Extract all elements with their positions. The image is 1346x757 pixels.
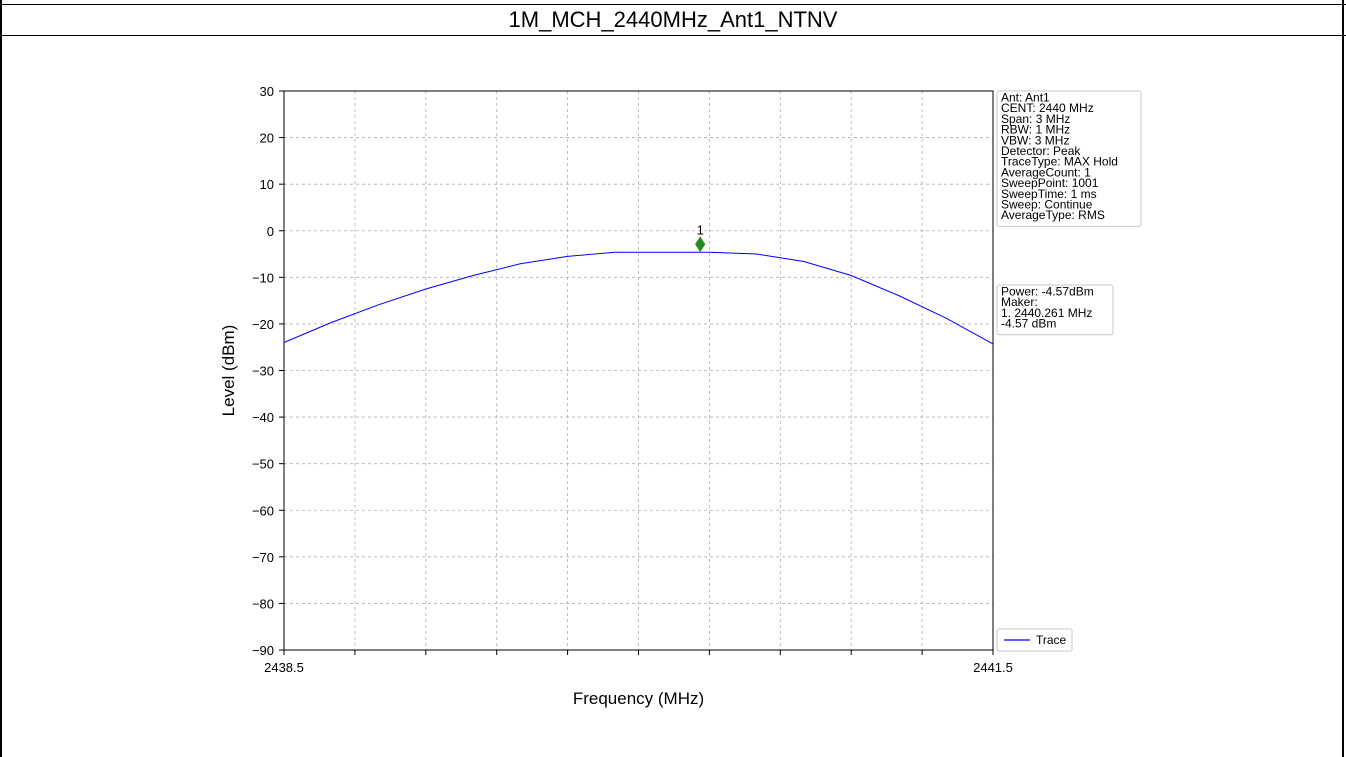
- top-border: [0, 4, 1346, 5]
- marker-label: 1: [697, 222, 704, 237]
- trace-line: [283, 251, 994, 345]
- result-info-line: Maker:: [1001, 295, 1038, 309]
- result-info-frame: [996, 284, 1114, 336]
- settings-info-line: Span: 3 MHz: [1001, 112, 1070, 126]
- title-divider: [0, 35, 1346, 36]
- settings-info-line: Ant: Ant1: [1001, 91, 1050, 105]
- legend-frame: [996, 628, 1073, 652]
- y-tick-label: 10: [260, 177, 274, 192]
- settings-info-line: Detector: Peak: [1001, 144, 1081, 158]
- y-tick-label: 0: [267, 224, 274, 239]
- marker-group: 1: [695, 222, 706, 253]
- y-tick-label: −40: [252, 410, 274, 425]
- y-tick-label: −60: [252, 503, 274, 518]
- settings-info-line: Sweep: Continue: [1001, 198, 1093, 212]
- settings-info-line: SweepPoint: 1001: [1001, 176, 1099, 190]
- x-axis-label: Frequency (MHz): [573, 689, 704, 708]
- y-tick-label: −50: [252, 457, 274, 472]
- y-tick-label: −30: [252, 364, 274, 379]
- settings-info-line: VBW: 3 MHz: [1001, 133, 1069, 147]
- grid-lines: [284, 91, 993, 650]
- settings-info-line: TraceType: MAX Hold: [1001, 155, 1118, 169]
- result-info-line: Power: -4.57dBm: [1001, 285, 1094, 299]
- series-group: [283, 251, 994, 345]
- settings-info-line: CENT: 2440 MHz: [1001, 101, 1094, 115]
- settings-info-frame: [996, 90, 1142, 227]
- y-tick-label: 20: [260, 131, 274, 146]
- y-tick-label: −20: [252, 317, 274, 332]
- settings-info-line: AverageCount: 1: [1001, 165, 1091, 179]
- marker-diamond: [695, 236, 706, 253]
- result-info-line: -4.57 dBm: [1001, 317, 1056, 331]
- settings-info-line: AverageType: RMS: [1001, 208, 1105, 222]
- y-tick-label: −90: [252, 643, 274, 658]
- settings-info-line: SweepTime: 1 ms: [1001, 187, 1097, 201]
- y-axis: 30 20 10 0 −10 −20 −30 −40 −50 −60 −70 −80 −90: [252, 84, 284, 658]
- y-tick-label: 30: [260, 84, 274, 99]
- y-axis-label: Level (dBm): [219, 325, 238, 417]
- result-info-line: 1. 2440.261 MHz: [1001, 306, 1092, 320]
- y-tick-label: −70: [252, 550, 274, 565]
- legend: Trace: [996, 628, 1073, 652]
- y-tick-label: −80: [252, 596, 274, 611]
- legend-label: Trace: [1036, 633, 1067, 647]
- x-tick-label: 2441.5: [973, 660, 1013, 675]
- settings-info-line: RBW: 1 MHz: [1001, 123, 1070, 137]
- chart-title: 1M_MCH_2440MHz_Ant1_NTNV: [508, 7, 838, 32]
- y-tick-label: −10: [252, 270, 274, 285]
- x-axis: 2438.5 2441.5: [264, 650, 1013, 675]
- x-tick-label: 2438.5: [264, 660, 304, 675]
